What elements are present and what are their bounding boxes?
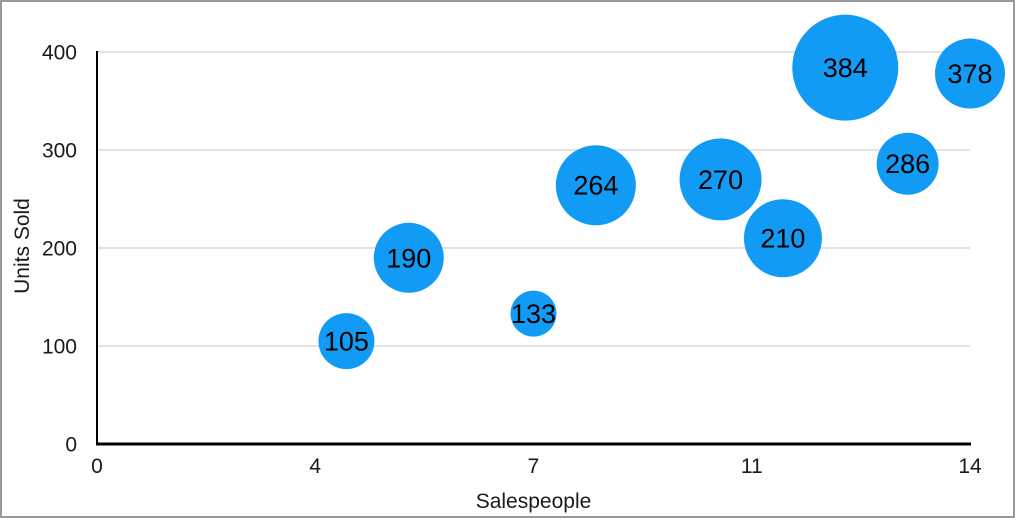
bubble-value-label: 378 xyxy=(947,59,992,89)
bubble-value-label: 133 xyxy=(511,299,556,329)
x-tick-label: 11 xyxy=(741,455,763,478)
bubble-value-label: 210 xyxy=(760,224,805,254)
bubble[interactable] xyxy=(743,199,822,278)
x-tick-label: 7 xyxy=(528,455,540,478)
y-tick-label: 200 xyxy=(42,237,77,260)
bubble-value-label: 270 xyxy=(698,165,743,195)
bubble[interactable] xyxy=(510,290,557,337)
bubble-value-label: 105 xyxy=(324,327,369,357)
bubble[interactable] xyxy=(373,222,444,293)
bubble[interactable] xyxy=(679,138,762,221)
bubble-value-label: 286 xyxy=(885,149,930,179)
y-tick-label: 300 xyxy=(42,139,77,162)
x-axis-title: Salespeople xyxy=(476,490,592,513)
y-tick-label: 100 xyxy=(42,335,77,358)
x-tick-label: 14 xyxy=(958,455,982,478)
bubble[interactable] xyxy=(318,313,375,370)
bubble-value-label: 264 xyxy=(573,171,618,201)
x-tick-label: 0 xyxy=(91,455,103,478)
y-tick-label: 0 xyxy=(65,433,77,456)
y-axis-title: Units Sold xyxy=(11,198,34,294)
bubble[interactable] xyxy=(876,132,939,195)
bubble-value-label: 190 xyxy=(386,243,431,273)
y-tick-label: 400 xyxy=(42,41,77,64)
x-tick-label: 4 xyxy=(309,455,321,478)
bubble[interactable] xyxy=(792,14,899,121)
bubble-value-label: 384 xyxy=(823,53,868,83)
bubble[interactable] xyxy=(935,38,1005,109)
bubble[interactable] xyxy=(555,145,636,226)
